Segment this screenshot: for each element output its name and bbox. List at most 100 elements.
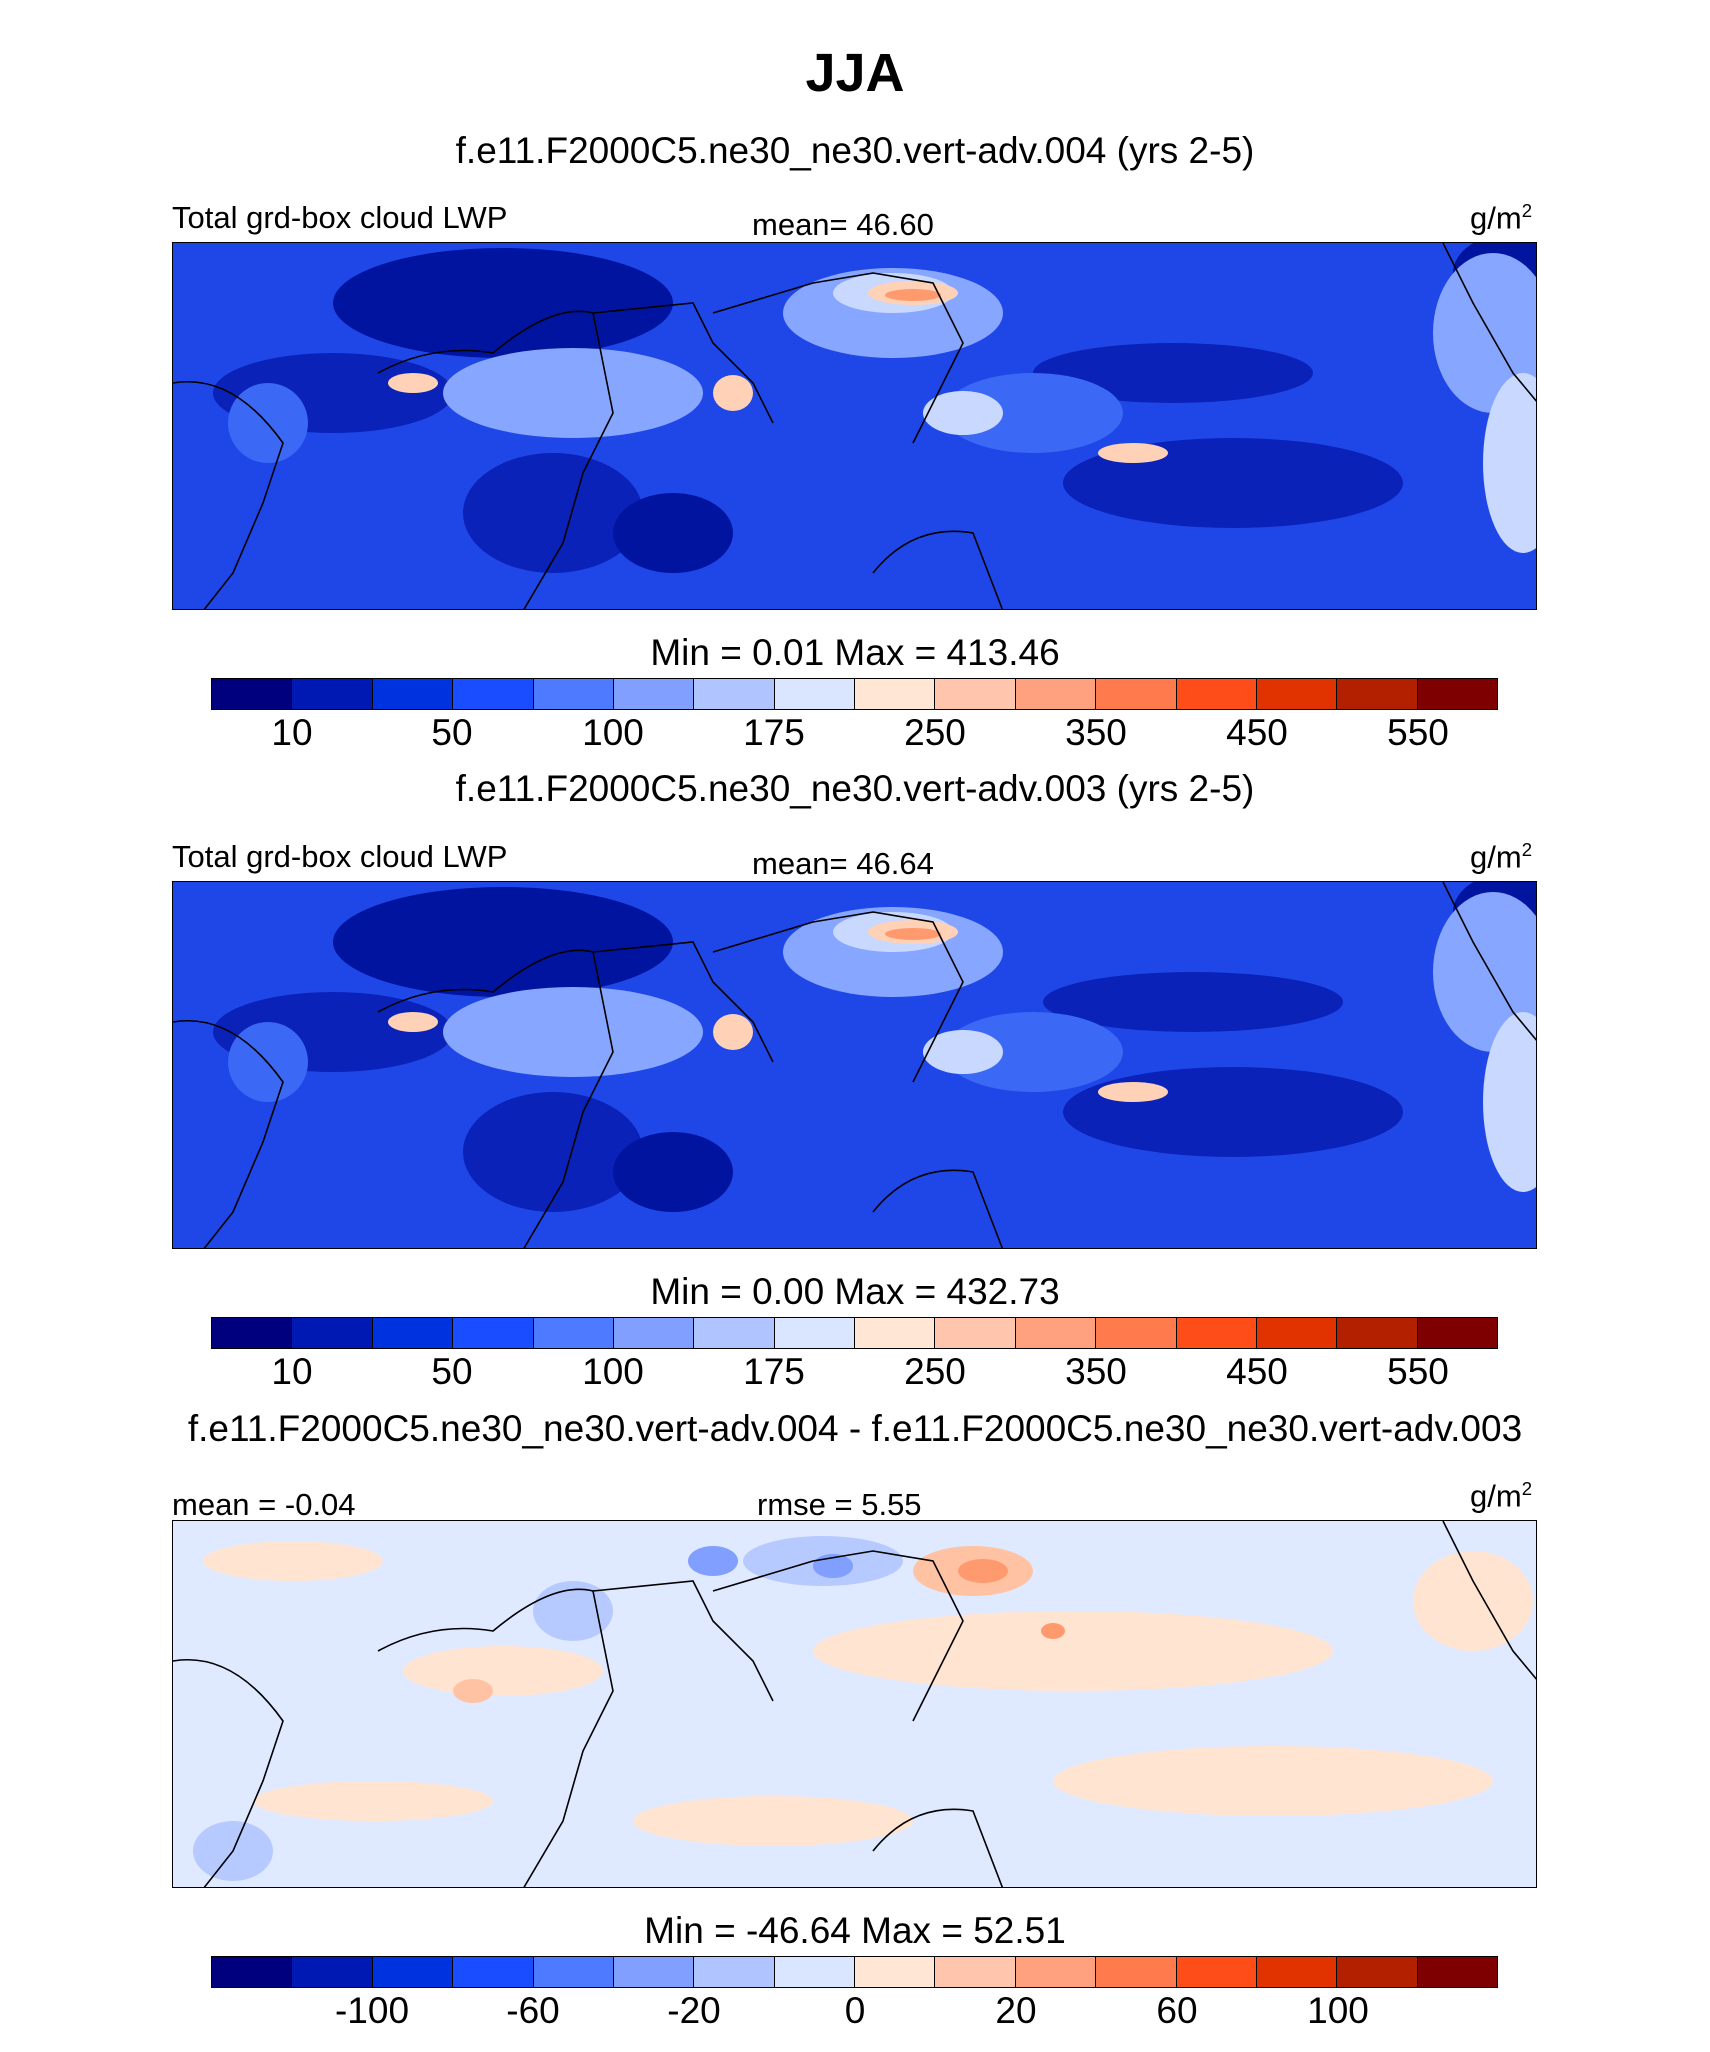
colorbar-segment xyxy=(453,1318,534,1348)
panel-1-map-svg xyxy=(173,243,1536,609)
panel-2-case-title: f.e11.F2000C5.ne30_ne30.vert-adv.003 (yr… xyxy=(455,768,1255,809)
panel-1-tick: 175 xyxy=(743,712,805,753)
panel-3-minmax: Min = -46.64 Max = 52.51 xyxy=(644,1910,1066,1951)
panel-3-tick: 0 xyxy=(844,1990,866,2031)
panel-3-colorbar-ticks: -100 -60 -20 0 20 60 100 xyxy=(0,1990,1710,2035)
panel-2-tick: 50 xyxy=(431,1351,473,1392)
colorbar-segment xyxy=(1096,1318,1177,1348)
colorbar-segment xyxy=(935,1957,1016,1987)
colorbar-segment xyxy=(1015,679,1097,709)
panel-3-case-title: f.e11.F2000C5.ne30_ne30.vert-adv.004 - f… xyxy=(187,1408,1523,1449)
panel-2-tick: 450 xyxy=(1226,1351,1288,1392)
panel-2-units: g/m2 xyxy=(1470,839,1533,875)
panel-2-variable-label: Total grd-box cloud LWP xyxy=(172,839,508,874)
panel-1-tick: 350 xyxy=(1065,712,1127,753)
colorbar-segment xyxy=(1176,1957,1257,1987)
panel-2-mean-label: mean= 46.64 xyxy=(752,846,934,881)
colorbar-segment xyxy=(1256,679,1338,709)
colorbar-segment xyxy=(453,1957,534,1987)
panel-1-case-title: f.e11.F2000C5.ne30_ne30.vert-adv.004 (yr… xyxy=(455,130,1255,171)
colorbar-segment xyxy=(533,679,614,709)
figure-title: JJA xyxy=(805,43,905,103)
panel-2-map-svg xyxy=(173,882,1536,1248)
colorbar-segment xyxy=(613,1318,695,1348)
panel-2-colorbar-ticks: 10 50 100 175 250 350 450 550 xyxy=(0,1351,1710,1396)
panel-3-mean-label: mean = -0.04 xyxy=(172,1487,356,1522)
colorbar-segment xyxy=(292,1957,373,1987)
colorbar-segment xyxy=(613,1957,695,1987)
colorbar-segment xyxy=(694,679,775,709)
colorbar-segment xyxy=(212,679,293,709)
panel-3-tick: -100 xyxy=(334,1990,410,2031)
coastlines xyxy=(173,1521,1536,1887)
panel-3-colorbar xyxy=(211,1956,1498,1988)
colorbar-segment xyxy=(1417,1318,1497,1348)
colorbar-segment xyxy=(292,679,373,709)
colorbar-segment xyxy=(1337,679,1418,709)
panel-1-variable-label: Total grd-box cloud LWP xyxy=(172,200,508,235)
colorbar-segment xyxy=(613,679,695,709)
colorbar-segment xyxy=(855,1318,936,1348)
colorbar-segment xyxy=(1015,1318,1097,1348)
panel-2-colorbar xyxy=(211,1317,1498,1349)
colorbar-segment xyxy=(533,1318,614,1348)
colorbar-segment xyxy=(1256,1318,1338,1348)
panel-3-units: g/m2 xyxy=(1470,1478,1533,1514)
colorbar-segment xyxy=(774,1957,855,1987)
colorbar-segment xyxy=(292,1318,373,1348)
colorbar-segment xyxy=(1256,1957,1338,1987)
coastlines xyxy=(173,882,1536,1248)
colorbar-segment xyxy=(372,1318,454,1348)
panel-1-tick: 50 xyxy=(431,712,473,753)
panel-1-tick: 550 xyxy=(1387,712,1449,753)
panel-3-tick: 100 xyxy=(1307,1990,1369,2031)
colorbar-segment xyxy=(212,1318,293,1348)
colorbar-segment xyxy=(533,1957,614,1987)
colorbar-segment xyxy=(1417,679,1497,709)
panel-2-tick: 100 xyxy=(582,1351,644,1392)
panel-1-units: g/m2 xyxy=(1470,200,1533,236)
panel-3-map-svg xyxy=(173,1521,1536,1887)
panel-2-tick: 250 xyxy=(904,1351,966,1392)
panel-3-tick: -60 xyxy=(506,1990,560,2031)
colorbar-segment xyxy=(1417,1957,1497,1987)
colorbar-segment xyxy=(1176,679,1257,709)
panel-3-rmse-label: rmse = 5.55 xyxy=(757,1487,922,1522)
panel-1-mean-label: mean= 46.60 xyxy=(752,207,934,242)
panel-1-tick: 100 xyxy=(582,712,644,753)
colorbar-segment xyxy=(774,1318,855,1348)
panel-1-colorbar-ticks: 10 50 100 175 250 350 450 550 xyxy=(0,712,1710,757)
colorbar-segment xyxy=(1337,1957,1418,1987)
colorbar-segment xyxy=(372,1957,454,1987)
colorbar-segment xyxy=(1337,1318,1418,1348)
colorbar-segment xyxy=(935,679,1016,709)
panel-3-tick: -20 xyxy=(667,1990,721,2031)
panel-1-tick: 10 xyxy=(271,712,313,753)
colorbar-segment xyxy=(694,1318,775,1348)
panel-2-map xyxy=(172,881,1537,1249)
colorbar-segment xyxy=(855,679,936,709)
colorbar-segment xyxy=(935,1318,1016,1348)
colorbar-segment xyxy=(453,679,534,709)
colorbar-segment xyxy=(212,1957,293,1987)
panel-2-tick: 550 xyxy=(1387,1351,1449,1392)
colorbar-segment xyxy=(1015,1957,1097,1987)
panel-2-tick: 10 xyxy=(271,1351,313,1392)
panel-1-minmax: Min = 0.01 Max = 413.46 xyxy=(650,632,1060,673)
panel-1-colorbar xyxy=(211,678,1498,710)
colorbar-segment xyxy=(855,1957,936,1987)
panel-2-tick: 350 xyxy=(1065,1351,1127,1392)
colorbar-segment xyxy=(694,1957,775,1987)
panel-1-tick: 250 xyxy=(904,712,966,753)
panel-2-tick: 175 xyxy=(743,1351,805,1392)
panel-3-tick: 60 xyxy=(1156,1990,1198,2031)
panel-3-map xyxy=(172,1520,1537,1888)
colorbar-segment xyxy=(1096,679,1177,709)
colorbar-segment xyxy=(774,679,855,709)
panel-1-tick: 450 xyxy=(1226,712,1288,753)
panel-3-tick: 20 xyxy=(995,1990,1037,2031)
colorbar-segment xyxy=(1176,1318,1257,1348)
colorbar-segment xyxy=(1096,1957,1177,1987)
panel-1-map xyxy=(172,242,1537,610)
panel-2-minmax: Min = 0.00 Max = 432.73 xyxy=(650,1271,1060,1312)
